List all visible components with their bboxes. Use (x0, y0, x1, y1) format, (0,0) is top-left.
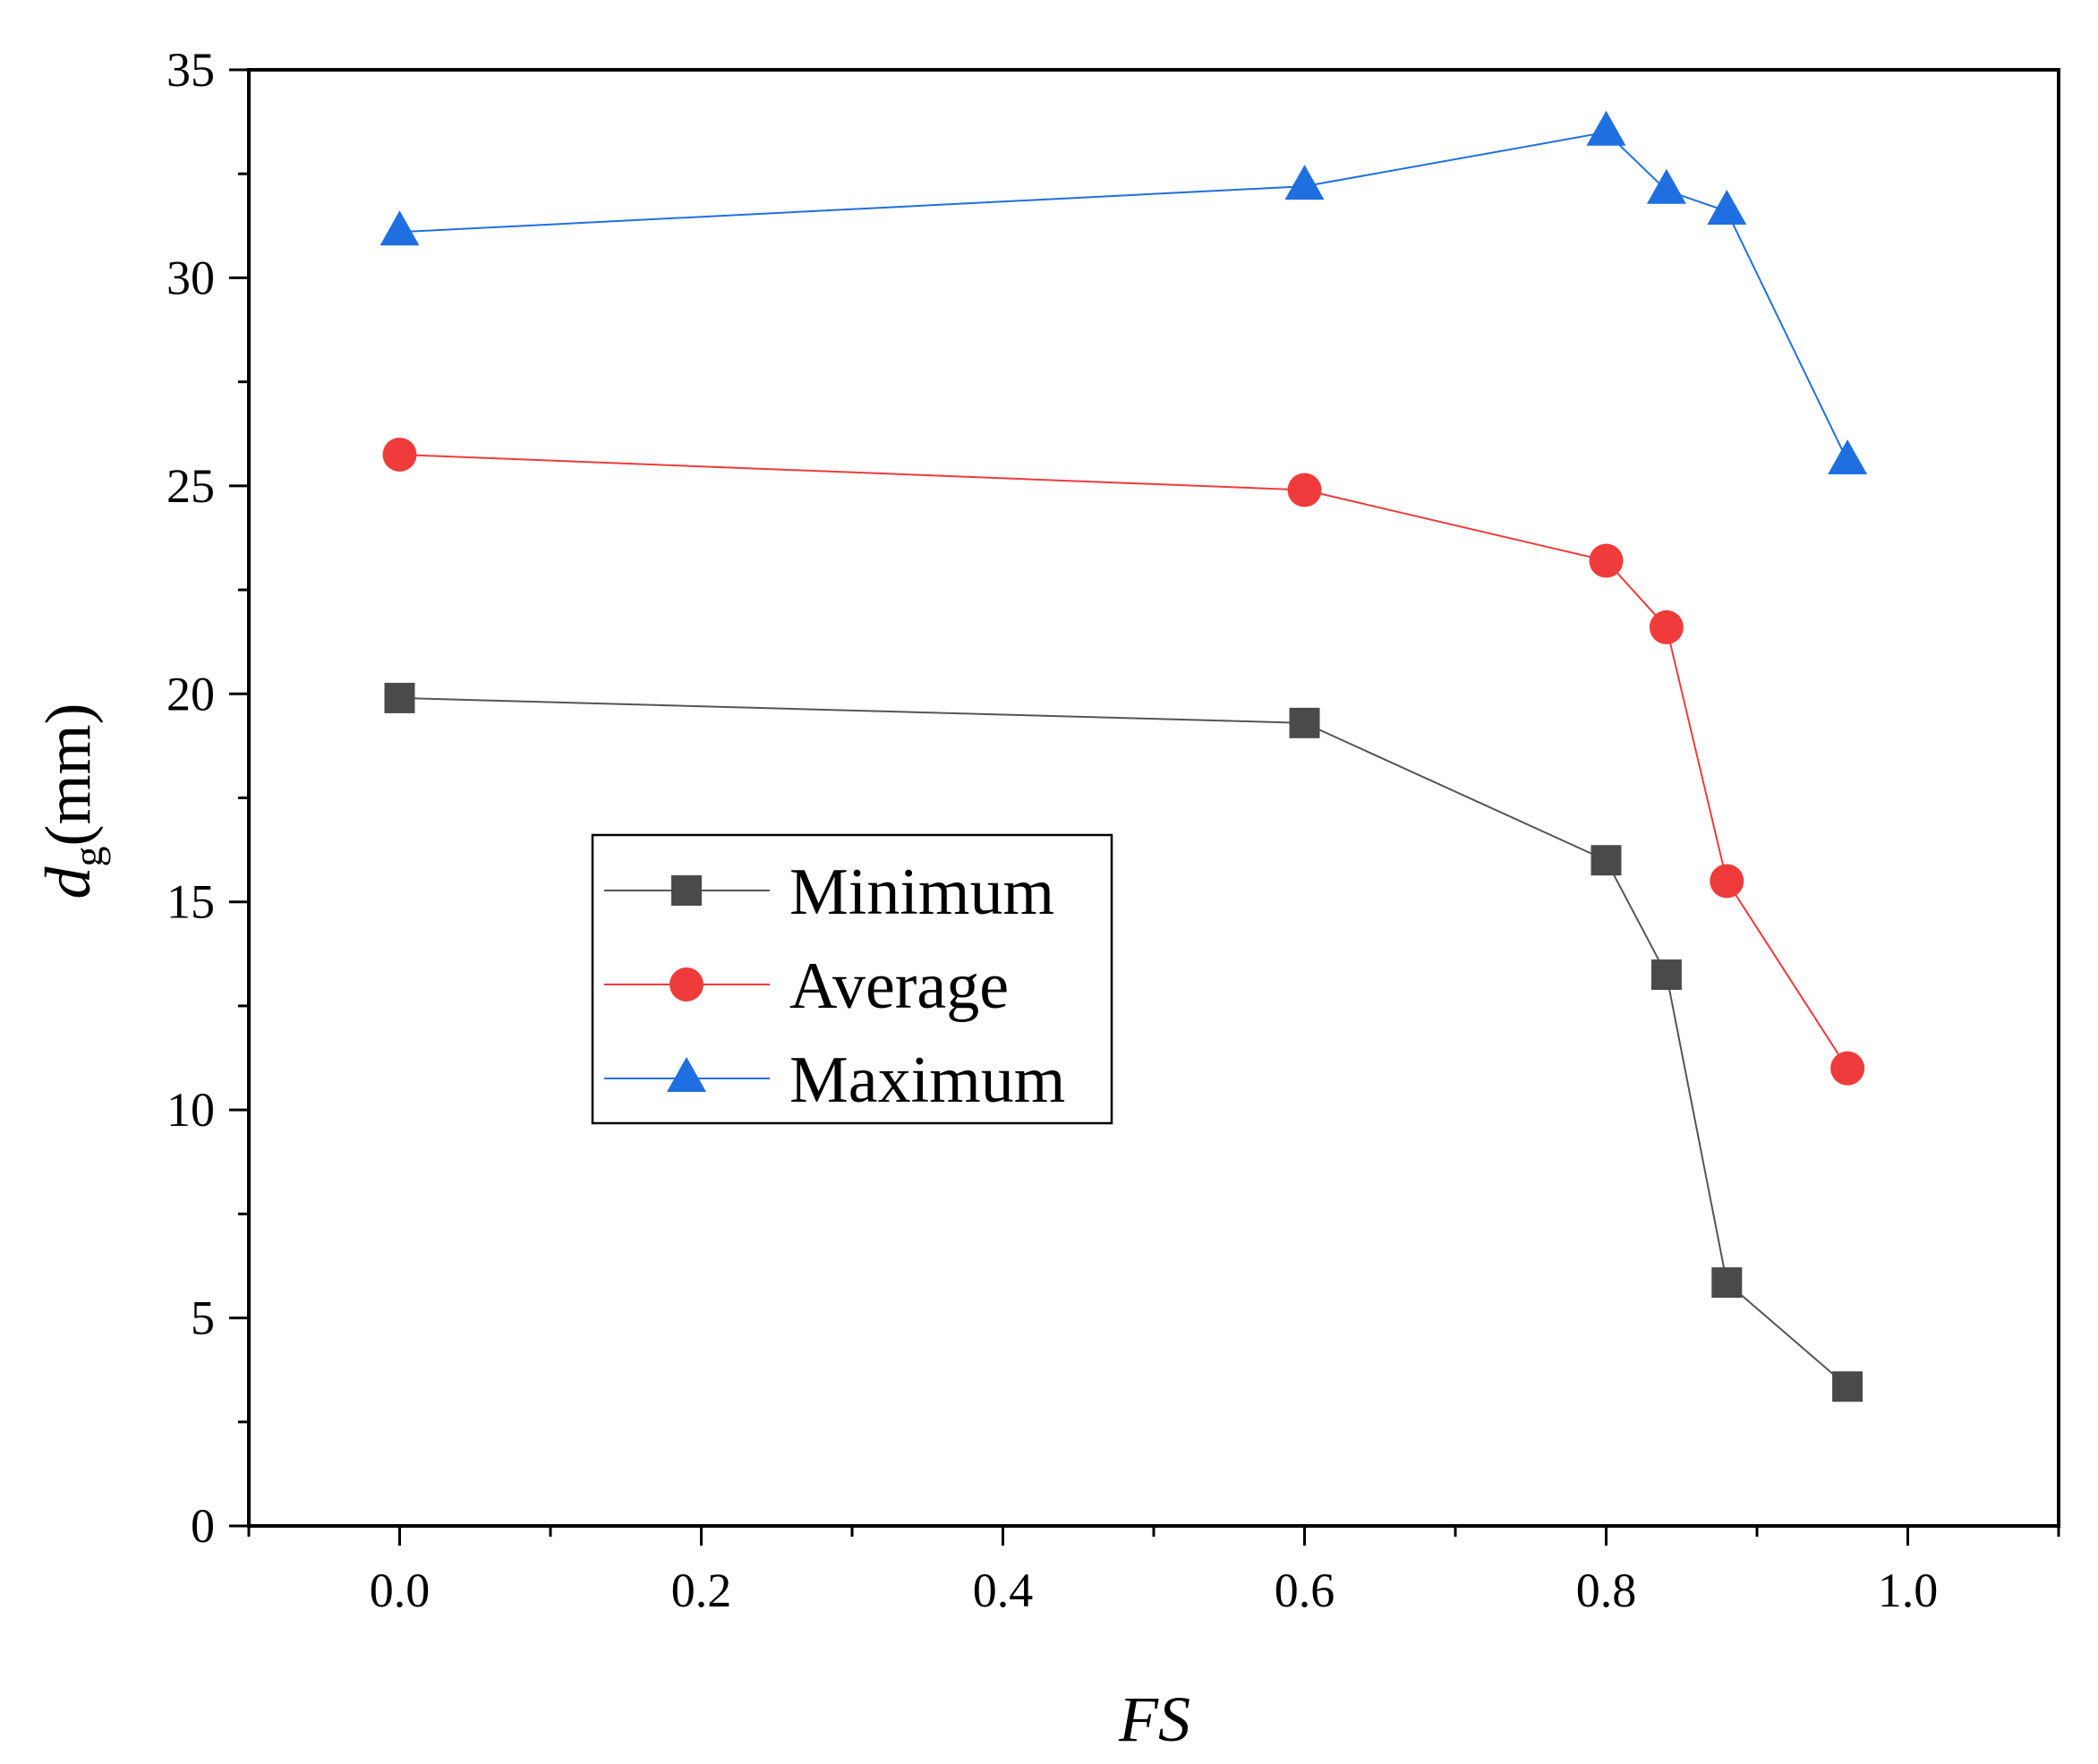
y-tick-label: 35 (166, 43, 215, 97)
data-point-average (382, 437, 417, 472)
data-point-average (1649, 609, 1684, 644)
legend-marker-minimum (671, 875, 702, 906)
series-average (382, 437, 1865, 1086)
y-tick-label: 15 (166, 875, 215, 929)
data-point-maximum (1586, 110, 1626, 146)
data-point-maximum (380, 210, 420, 246)
y-axis-title-main: d (32, 865, 104, 899)
series-line-average (399, 453, 1848, 1069)
series-line-minimum (399, 696, 1848, 1388)
data-point-average (1830, 1051, 1865, 1086)
data-point-minimum (1591, 845, 1622, 876)
y-tick-label: 30 (166, 251, 215, 304)
legend-marker-average (669, 967, 704, 1001)
data-point-minimum (1650, 959, 1682, 991)
x-tick-label: 0.2 (671, 1564, 732, 1617)
x-axis-title: FS (1118, 1683, 1190, 1755)
y-tick-label: 20 (166, 667, 215, 720)
data-point-average (1589, 543, 1624, 578)
y-tick-label: 5 (191, 1291, 215, 1345)
y-tick-label: 0 (191, 1499, 215, 1553)
y-tick-label: 25 (166, 459, 215, 513)
data-point-minimum (384, 682, 415, 713)
series-minimum (384, 682, 1863, 1402)
x-tick-label: 1.0 (1878, 1564, 1939, 1617)
y-axis-title-subscript: g (65, 846, 111, 866)
data-point-minimum (1711, 1267, 1743, 1299)
data-point-average (1710, 864, 1744, 899)
series-layer (380, 110, 1868, 1402)
legend-label-maximum: Maximum (789, 1044, 1065, 1117)
x-tick-label: 0.4 (973, 1564, 1034, 1617)
series-maximum (380, 110, 1868, 474)
legend-marker-maximum (667, 1057, 706, 1092)
data-point-maximum (1646, 168, 1686, 204)
y-axis-title-unit: (mm) (32, 703, 104, 847)
axes: 0.0 0.2 0.4 0.6 0.8 1.0 0 5 10 15 20 25 30 35 (166, 43, 2060, 1617)
legend-label-average: Average (789, 950, 1009, 1023)
data-point-minimum (1832, 1371, 1863, 1402)
data-point-maximum (1707, 190, 1747, 226)
x-tick-label: 0.8 (1576, 1564, 1637, 1617)
legend: Minimum Average Maximum (591, 833, 1113, 1125)
data-point-maximum (1284, 165, 1325, 200)
plot-frame (247, 68, 2060, 1528)
series-line-maximum (399, 131, 1849, 462)
y-tick-label: 10 (166, 1083, 215, 1137)
x-tick-label: 0.0 (370, 1564, 431, 1617)
data-point-maximum (1828, 439, 1868, 474)
data-point-minimum (1289, 707, 1320, 738)
y-axis-title: dg(mm) (32, 703, 111, 899)
x-tick-label: 0.6 (1275, 1564, 1335, 1617)
data-point-average (1287, 473, 1322, 507)
legend-items: Minimum Average Maximum (604, 856, 1065, 1117)
legend-label-minimum: Minimum (789, 856, 1054, 929)
